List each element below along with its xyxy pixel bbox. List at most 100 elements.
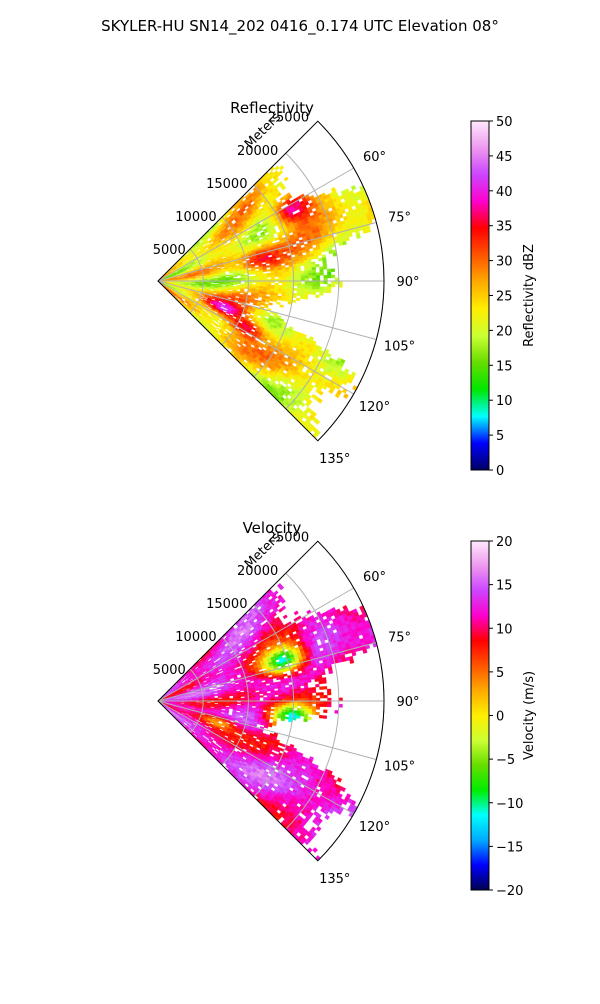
data-cell <box>286 274 290 276</box>
data-cell <box>312 273 316 276</box>
data-cell <box>308 265 312 268</box>
data-cell <box>318 252 322 255</box>
data-cell <box>301 283 305 286</box>
data-cell <box>252 272 256 274</box>
data-cell <box>241 278 245 280</box>
data-cell <box>271 285 275 287</box>
data-cell <box>285 263 289 266</box>
data-cell <box>260 277 264 279</box>
data-cell <box>304 268 308 271</box>
data-cell <box>294 611 299 615</box>
data-cell <box>305 270 309 273</box>
data-cell <box>196 279 200 280</box>
data-cell <box>280 305 284 308</box>
data-cell <box>324 248 328 252</box>
data-cell <box>327 284 331 287</box>
data-cell <box>342 241 346 245</box>
angular-tick-label: 135° <box>319 452 350 467</box>
data-cell <box>223 309 227 312</box>
data-cell <box>248 276 252 278</box>
data-cell <box>192 283 196 284</box>
data-cell <box>275 285 279 287</box>
data-cell <box>315 264 319 267</box>
data-cell <box>294 276 298 278</box>
data-cell <box>301 276 305 279</box>
data-cell <box>308 289 312 292</box>
data-cell <box>230 278 234 279</box>
data-cell <box>297 274 301 277</box>
data-cell <box>245 278 249 280</box>
angular-tick-label: 90° <box>396 275 419 290</box>
data-cell <box>327 287 331 290</box>
data-cell <box>311 256 315 259</box>
data-cell <box>323 290 327 293</box>
data-cell <box>312 267 316 270</box>
data-field <box>158 165 375 438</box>
data-cell <box>305 276 309 279</box>
data-cell <box>177 282 181 283</box>
data-cell <box>315 295 319 298</box>
data-cell <box>305 273 309 276</box>
data-cell <box>297 293 301 296</box>
data-cell <box>312 270 316 273</box>
data-cell <box>290 276 294 278</box>
data-cell <box>312 275 316 278</box>
data-cell <box>312 264 316 267</box>
data-cell <box>196 277 200 278</box>
data-cell <box>290 283 294 285</box>
data-cell <box>237 288 241 290</box>
data-cell <box>312 284 316 287</box>
data-cell <box>316 273 320 276</box>
angular-tick-label: 120° <box>359 400 390 415</box>
data-field <box>158 583 377 861</box>
data-cell <box>320 289 324 292</box>
data-cell <box>305 284 309 287</box>
data-cell <box>269 299 273 302</box>
data-cell <box>319 292 323 295</box>
data-cell <box>309 276 313 279</box>
data-cell <box>237 282 241 284</box>
data-cell <box>324 287 328 290</box>
data-cell <box>331 275 335 278</box>
data-cell <box>256 283 260 285</box>
data-cell <box>278 272 282 274</box>
data-cell <box>222 283 226 284</box>
reflectivity-panel: 50001000015000200002500060°75°90°105°120… <box>153 99 420 467</box>
data-cell <box>304 291 308 294</box>
data-cell <box>286 288 290 290</box>
data-cell <box>284 299 288 302</box>
data-cell <box>188 283 192 284</box>
data-cell <box>331 284 335 287</box>
data-cell <box>309 284 313 287</box>
data-cell <box>240 291 244 293</box>
radial-tick-label: 10000 <box>175 210 216 225</box>
data-cell <box>312 286 316 289</box>
data-cell <box>211 282 215 283</box>
data-cell <box>266 292 270 294</box>
data-cell <box>327 275 331 278</box>
data-cell <box>277 298 281 301</box>
data-cell <box>282 272 286 274</box>
data-cell <box>339 284 343 287</box>
data-cell <box>286 283 290 285</box>
data-cell <box>267 269 271 271</box>
data-cell <box>301 288 305 291</box>
data-cell <box>229 272 233 274</box>
data-cell <box>226 275 230 277</box>
data-cell <box>273 299 277 302</box>
data-cell <box>297 269 301 272</box>
data-cell <box>324 275 328 278</box>
data-cell <box>248 278 252 280</box>
data-cell <box>297 283 301 286</box>
data-cell <box>237 274 241 276</box>
data-cell <box>356 234 360 238</box>
data-cell <box>366 228 371 233</box>
data-cell <box>255 267 259 269</box>
data-cell <box>329 250 333 254</box>
data-cell <box>320 287 324 290</box>
data-cell <box>308 292 312 295</box>
data-cell <box>323 266 327 269</box>
data-cell <box>278 292 282 294</box>
data-cell <box>269 303 273 306</box>
data-cell <box>267 275 271 277</box>
